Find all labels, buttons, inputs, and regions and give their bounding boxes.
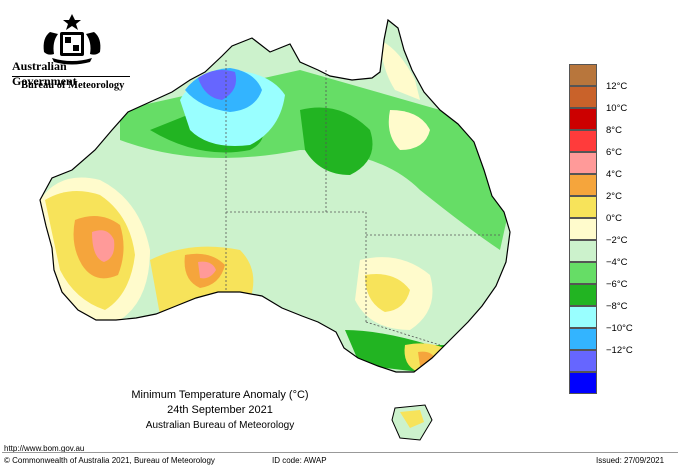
legend-label: 12°C	[606, 81, 628, 92]
legend-label: 8°C	[606, 125, 622, 136]
legend-swatch-top	[569, 64, 597, 86]
legend-swatch	[569, 196, 597, 218]
legend-swatch	[569, 350, 597, 372]
legend-label: −10°C	[606, 323, 633, 334]
legend-swatch	[569, 152, 597, 174]
legend-label: −6°C	[606, 279, 628, 290]
legend-swatch	[569, 130, 597, 152]
legend-swatch	[569, 306, 597, 328]
map-title: Minimum Temperature Anomaly (°C) 24th Se…	[70, 388, 370, 433]
legend-swatch	[569, 240, 597, 262]
map-date: 24th September 2021	[167, 404, 273, 416]
legend-label: 6°C	[606, 147, 622, 158]
legend-label: −12°C	[606, 345, 633, 356]
legend-swatch	[569, 262, 597, 284]
government-name: Australian Government	[12, 59, 77, 88]
bom-url-link[interactable]: http://www.bom.gov.au	[4, 444, 85, 453]
footer-divider	[2, 452, 678, 453]
legend-swatch	[569, 284, 597, 306]
id-code: ID code: AWAP	[272, 456, 327, 465]
copyright-text: © Commonwealth of Australia 2021, Bureau…	[4, 456, 215, 465]
legend-label: 4°C	[606, 169, 622, 180]
legend-swatch	[569, 108, 597, 130]
legend-label: −8°C	[606, 301, 628, 312]
legend-label: −4°C	[606, 257, 628, 268]
bureau-name: Bureau of Meteorology	[21, 80, 125, 91]
legend-swatch	[569, 372, 597, 394]
issued-date: Issued: 27/09/2021	[596, 456, 665, 465]
header-divider	[12, 76, 130, 77]
map-source: Australian Bureau of Meteorology	[145, 420, 295, 431]
legend-swatch	[569, 174, 597, 196]
map-title-line: Minimum Temperature Anomaly (°C)	[131, 389, 309, 401]
legend-label: −2°C	[606, 235, 628, 246]
legend-swatch	[569, 328, 597, 350]
legend-label: 2°C	[606, 191, 622, 202]
legend-swatch	[569, 218, 597, 240]
legend-label: 10°C	[606, 103, 628, 114]
coat-of-arms-logo	[43, 14, 101, 65]
legend-swatch	[569, 86, 597, 108]
legend-label: 0°C	[606, 213, 622, 224]
